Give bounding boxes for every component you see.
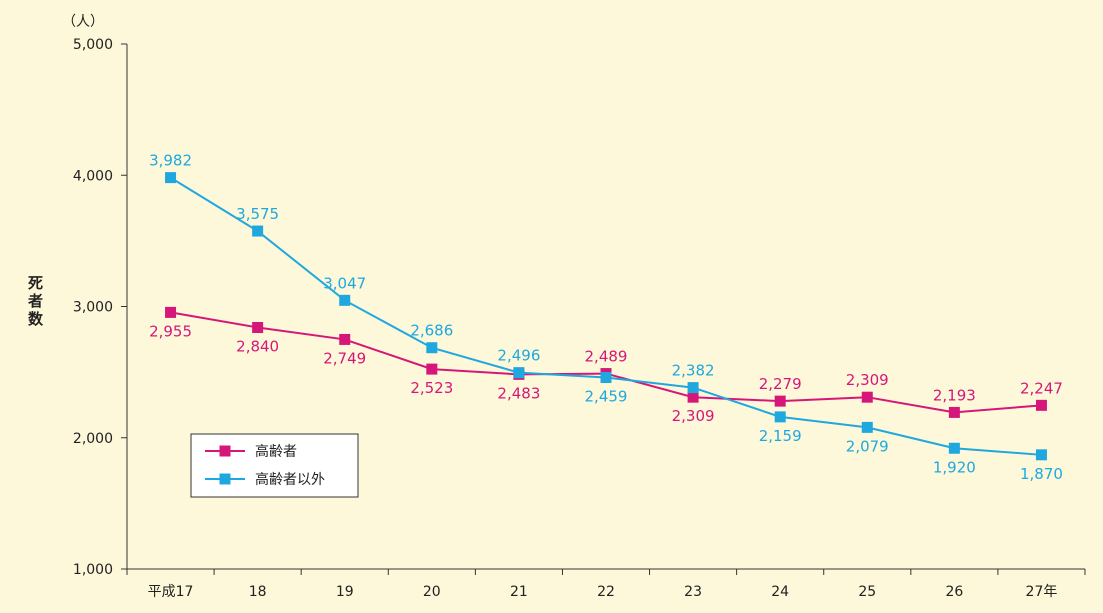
x-tick-label: 23 [684, 584, 702, 600]
data-label: 2,247 [1020, 379, 1063, 397]
y-axis-label-char: 者 [28, 292, 43, 310]
y-axis-unit: （人） [62, 14, 104, 30]
data-point [426, 363, 438, 375]
data-point [774, 411, 786, 423]
data-label: 2,840 [236, 338, 279, 356]
data-label: 2,309 [846, 371, 889, 389]
series-line [170, 176, 1042, 456]
legend-box [190, 433, 359, 498]
data-point [1035, 449, 1047, 461]
data-point [861, 391, 873, 403]
data-point [339, 333, 351, 345]
x-tick-label: 27年 [1026, 584, 1058, 600]
x-tick-label: 19 [336, 584, 354, 600]
data-point [339, 294, 351, 306]
data-label: 2,279 [759, 375, 802, 393]
y-axis-label-char: 死 [28, 274, 43, 292]
data-label: 2,523 [410, 379, 453, 397]
x-tick-label: 22 [597, 584, 615, 600]
data-label: 1,920 [933, 458, 976, 476]
data-point [426, 342, 438, 354]
y-axis-label-char: 数 [28, 310, 44, 328]
data-label: 2,459 [585, 388, 628, 406]
y-axis-label: 死者数 [28, 274, 44, 328]
data-point [600, 372, 612, 384]
data-label: 3,982 [149, 152, 192, 170]
data-label: 2,382 [672, 362, 715, 380]
y-tick-label: 2,000 [73, 431, 113, 447]
data-label: 2,489 [585, 348, 628, 366]
data-label: 1,870 [1020, 465, 1063, 483]
x-tick-label: 20 [423, 584, 441, 600]
data-point [948, 406, 960, 418]
data-point [687, 391, 699, 403]
x-tick-label: 平成17 [148, 584, 194, 600]
x-ticks: 平成17 18 19 20 21 22 23 24 25 26 27年 [126, 569, 1086, 600]
legend-marker [219, 473, 231, 485]
data-point [252, 225, 264, 237]
y-tick-label: 4,000 [73, 168, 113, 184]
data-label: 2,079 [846, 437, 889, 455]
data-labels: 2,955 2,840 2,749 2,523 2,483 2,489 2,309 2,279… [149, 152, 1063, 483]
legend-label: 高齢者 [255, 443, 297, 460]
data-label: 2,193 [933, 386, 976, 404]
x-tick-label: 26 [945, 584, 963, 600]
y-tick-label: 1,000 [73, 562, 113, 578]
series-layer [165, 172, 1047, 461]
data-label: 2,686 [410, 322, 453, 340]
data-point [948, 442, 960, 454]
data-point [774, 395, 786, 407]
data-label: 2,309 [672, 407, 715, 425]
data-label: 2,483 [497, 384, 540, 402]
y-tick-label: 5,000 [73, 37, 113, 53]
data-label: 2,749 [323, 349, 366, 367]
data-label: 3,575 [236, 205, 279, 223]
y-tick-label: 3,000 [73, 300, 113, 316]
data-label: 2,955 [149, 322, 192, 340]
legend-label: 高齢者以外 [255, 471, 325, 488]
legend-marker [219, 445, 231, 457]
data-point [1035, 399, 1047, 411]
data-point [687, 382, 699, 394]
x-tick-label: 25 [858, 584, 876, 600]
data-point [861, 421, 873, 433]
data-point [513, 367, 525, 379]
x-tick-label: 18 [249, 584, 267, 600]
data-label: 2,159 [759, 427, 802, 445]
data-label: 2,496 [497, 347, 540, 365]
data-label: 3,047 [323, 274, 366, 292]
data-point [252, 322, 264, 333]
x-tick-label: 21 [510, 584, 528, 600]
data-point [165, 172, 177, 184]
y-ticks: 1,000 2,000 3,000 4,000 5,000 [73, 37, 127, 578]
data-point [165, 306, 177, 318]
x-tick-label: 24 [771, 584, 789, 600]
